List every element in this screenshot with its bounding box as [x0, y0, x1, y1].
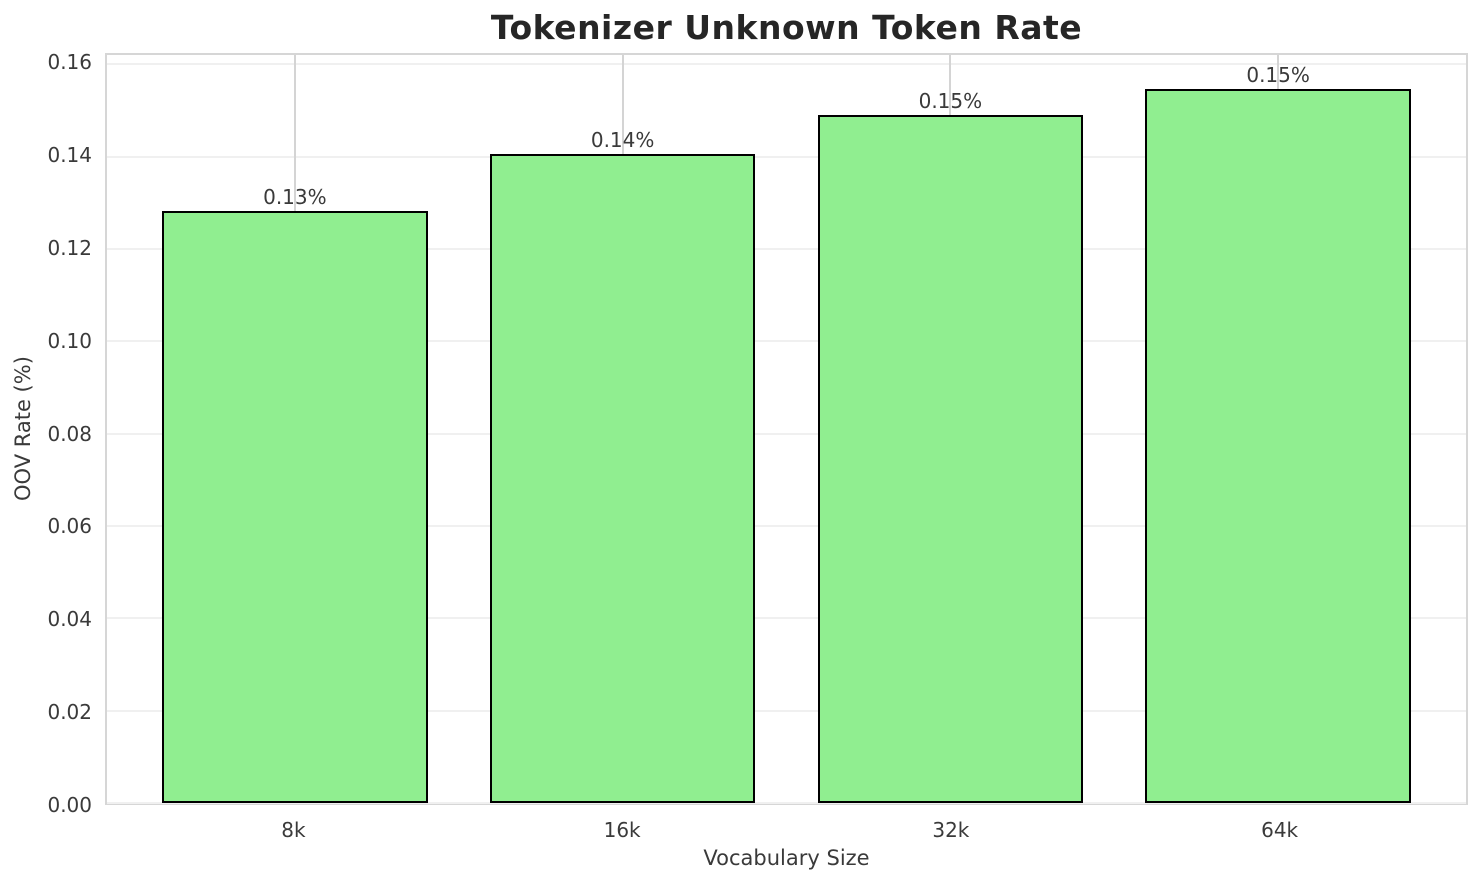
bar-value-label: 0.15% [918, 88, 983, 113]
x-tick-label: 8k [281, 818, 306, 842]
h-gridline [107, 63, 1466, 66]
bar-value-label: 0.13% [263, 185, 327, 210]
h-gridline [107, 524, 1466, 527]
h-gridline [107, 709, 1466, 712]
y-axis-ticks: 0.00 0.02 0.04 0.06 0.08 0.10 0.12 0.14 0.16 [0, 50, 92, 815]
y-tick-label: 0.08 [47, 421, 92, 446]
bar-slot-8k: 0.13% [131, 55, 459, 803]
y-tick-label: 0.16 [47, 50, 92, 75]
y-tick-label: 0.14 [47, 143, 92, 168]
h-gridline [107, 155, 1466, 158]
x-tick-label: 32k [932, 818, 970, 842]
h-gridline [107, 340, 1466, 343]
bar-value-label: 0.14% [590, 128, 655, 153]
chart-title: Tokenizer Unknown Token Rate [490, 8, 1083, 47]
bar-64k [1145, 89, 1411, 803]
plot-area: 0.13% 0.14% 0.15% 0.15% [105, 53, 1468, 805]
bar-slot-64k: 0.15% [1114, 55, 1442, 803]
y-tick-label: 0.12 [47, 235, 92, 260]
y-tick-label: 0.06 [47, 514, 92, 539]
h-gridline [107, 247, 1466, 250]
x-tick-label: 64k [1261, 818, 1299, 842]
h-gridline [107, 617, 1466, 620]
grid-layer [107, 55, 1466, 804]
h-gridline [107, 432, 1466, 435]
bar-slot-16k: 0.14% [459, 55, 787, 803]
y-tick-label: 0.10 [47, 328, 92, 353]
bar-8k [162, 211, 428, 803]
x-axis-ticks: 8k 16k 32k 64k [105, 817, 1468, 843]
bar-value-label: 0.15% [1246, 63, 1310, 88]
y-tick-label: 0.00 [47, 793, 92, 817]
y-tick-label: 0.02 [47, 700, 92, 725]
y-tick-label: 0.04 [47, 607, 92, 632]
bars-layer: 0.13% 0.14% 0.15% 0.15% [107, 55, 1466, 803]
x-tick-label: 16k [603, 818, 641, 842]
bar-32k [817, 114, 1084, 803]
bar-slot-32k: 0.15% [787, 55, 1115, 803]
bar-16k [489, 154, 756, 803]
h-gridline [107, 802, 1466, 804]
x-axis-label: Vocabulary Size [703, 846, 870, 870]
